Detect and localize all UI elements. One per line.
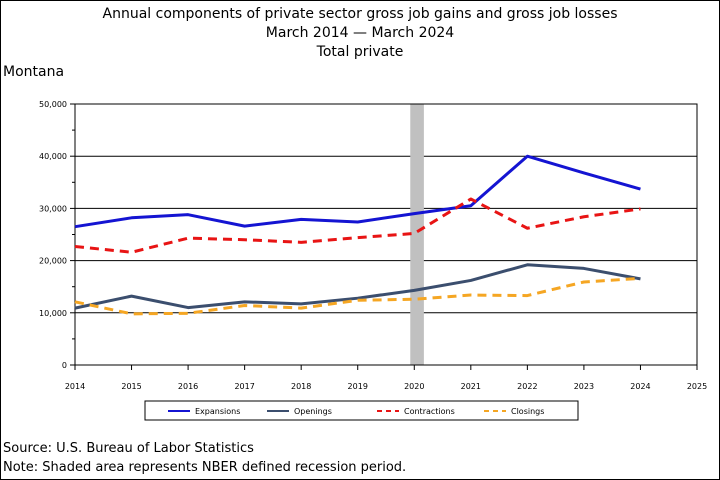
series-line-contractions: [74, 197, 641, 254]
y-axis-ticks: 0 10,000 20,000 30,000 40,000 50,000: [39, 100, 75, 370]
y-tick-label: 10,000: [39, 309, 67, 318]
series-line-closings: [74, 276, 641, 316]
x-tick-label: 2022: [517, 382, 537, 391]
y-tick-label: 20,000: [39, 257, 67, 266]
chart-title-line1: Annual components of private sector gros…: [102, 6, 618, 22]
plot-border: [74, 103, 698, 366]
y-tick-label: 30,000: [39, 204, 67, 213]
x-tick-label: 2018: [291, 382, 311, 391]
legend-label-openings: Openings: [294, 407, 332, 416]
x-tick-label: 2015: [121, 382, 141, 391]
state-label: Montana: [3, 64, 65, 80]
x-tick-label: 2014: [65, 382, 85, 391]
chart-title-line3: Total private: [316, 44, 404, 60]
x-tick-label: 2020: [404, 382, 424, 391]
x-tick-label: 2025: [687, 382, 707, 391]
y-tick-label: 40,000: [39, 152, 67, 161]
legend-box: [144, 400, 579, 421]
legend-label-closings: Closings: [511, 407, 544, 416]
x-tick-label: 2024: [630, 382, 650, 391]
x-tick-label: 2016: [178, 382, 198, 391]
y-tick-label: 0: [62, 361, 67, 370]
x-tick-label: 2021: [461, 382, 481, 391]
legend-label-expansions: Expansions: [195, 407, 240, 416]
x-tick-label: 2019: [348, 382, 368, 391]
y-tick-label: 50,000: [39, 100, 67, 109]
recession-shading: [410, 104, 424, 365]
series-line-expansions: [74, 154, 641, 229]
x-tick-label: 2023: [574, 382, 594, 391]
x-axis-ticks: 2014 2015 2016 2017 2018 2019 2020 2021 2022 2023…: [65, 365, 707, 391]
series-lines: [74, 154, 641, 316]
source-note: Source: U.S. Bureau of Labor Statistics: [3, 441, 254, 456]
axes: [74, 103, 698, 366]
x-tick-label: 2017: [234, 382, 254, 391]
legend-label-contractions: Contractions: [404, 407, 455, 416]
gridlines: [75, 155, 697, 314]
recession-band: [410, 104, 424, 365]
chart-title-line2: March 2014 — March 2024: [265, 25, 455, 41]
legend: Expansions Openings Contractions Closings: [144, 400, 579, 421]
series-line-openings: [74, 263, 641, 310]
recession-note: Note: Shaded area represents NBER define…: [3, 460, 407, 475]
